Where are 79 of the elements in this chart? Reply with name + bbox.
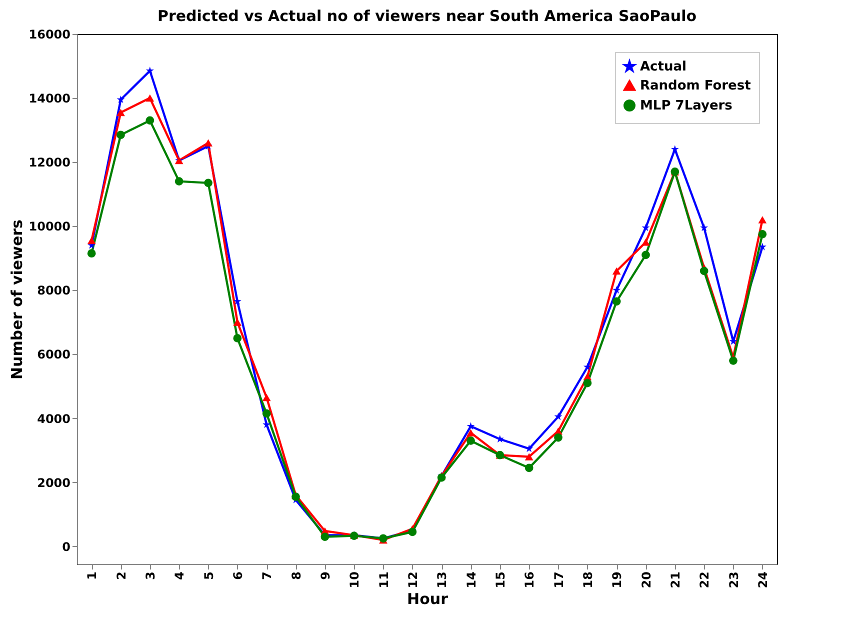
x-tick-label: 12	[406, 572, 420, 588]
legend-label: Actual	[640, 60, 686, 74]
point	[116, 95, 125, 104]
point	[87, 236, 96, 244]
legend-label: MLP 7Layers	[640, 98, 733, 114]
point	[642, 224, 650, 232]
x-tick-label: 16	[522, 572, 537, 588]
point	[758, 242, 766, 250]
y-tick-label: 2000	[37, 476, 70, 490]
x-tick-label: 13	[435, 572, 450, 588]
point	[642, 250, 650, 260]
x-tick-label: 14	[464, 572, 478, 588]
y-tick-label: 16000	[28, 28, 70, 42]
point	[233, 297, 242, 305]
point	[524, 464, 534, 472]
point	[262, 409, 271, 418]
x-tick-label: 2	[114, 572, 128, 580]
x-tick-label: 9	[318, 572, 332, 580]
x-tick-label: 1	[85, 572, 100, 580]
chart-title: Predicted vs Actual no of viewers near South America SaoPaulo	[157, 7, 697, 25]
x-tick-label: 11	[376, 572, 391, 588]
point	[583, 378, 592, 388]
point	[612, 297, 621, 306]
x-tick-label: 6	[230, 572, 245, 580]
point	[612, 286, 621, 294]
point	[642, 238, 650, 246]
point	[554, 412, 562, 420]
point	[116, 108, 125, 116]
y-tick-label: 0	[62, 540, 70, 554]
x-tick-label: 22	[698, 572, 712, 588]
x-tick-label: 17	[552, 572, 566, 588]
y-tick-label: 8000	[37, 284, 70, 298]
point	[146, 116, 154, 125]
y-tick-label: 10000	[28, 220, 70, 234]
x-tick-label: 3	[143, 572, 158, 580]
point	[466, 422, 475, 430]
point	[700, 266, 708, 276]
point	[204, 178, 212, 188]
point	[670, 145, 679, 153]
point	[87, 249, 96, 258]
x-tick-label: 8	[289, 572, 304, 580]
x-tick-label: 19	[610, 572, 624, 588]
point	[262, 420, 271, 428]
x-tick-label: 24	[756, 572, 770, 588]
point	[612, 267, 621, 275]
y-tick-label: 14000	[28, 92, 70, 106]
point	[146, 66, 154, 74]
point	[524, 453, 534, 460]
y-axis-title: Number of viewers	[8, 219, 26, 380]
point	[466, 436, 475, 445]
x-tick-label: 10	[348, 572, 362, 588]
point	[758, 230, 767, 238]
x-tick-label: 15	[493, 572, 508, 588]
x-tick-label: 18	[580, 572, 595, 588]
point	[700, 224, 708, 232]
point	[758, 216, 767, 224]
point	[233, 334, 242, 342]
y-tick-label: 6000	[37, 348, 70, 362]
point	[466, 429, 475, 436]
x-tick-label: 7	[260, 572, 274, 580]
x-tick-label: 20	[639, 572, 654, 588]
point	[729, 356, 738, 365]
legend-label: Random Forest	[640, 78, 751, 94]
point	[583, 362, 592, 370]
x-tick-label: 5	[202, 572, 216, 580]
y-tick-label: 12000	[28, 156, 70, 170]
point	[554, 433, 562, 442]
point	[146, 94, 154, 102]
point	[233, 318, 242, 326]
x-tick-label: 4	[172, 572, 187, 580]
point	[408, 528, 417, 536]
x-tick-label: 23	[726, 572, 741, 588]
x-axis-title: Hour	[407, 590, 449, 608]
point	[116, 130, 125, 140]
point	[174, 177, 184, 186]
point	[262, 394, 271, 402]
point	[204, 139, 212, 147]
y-tick-label: 4000	[37, 412, 70, 426]
x-tick-label: 21	[668, 572, 682, 588]
